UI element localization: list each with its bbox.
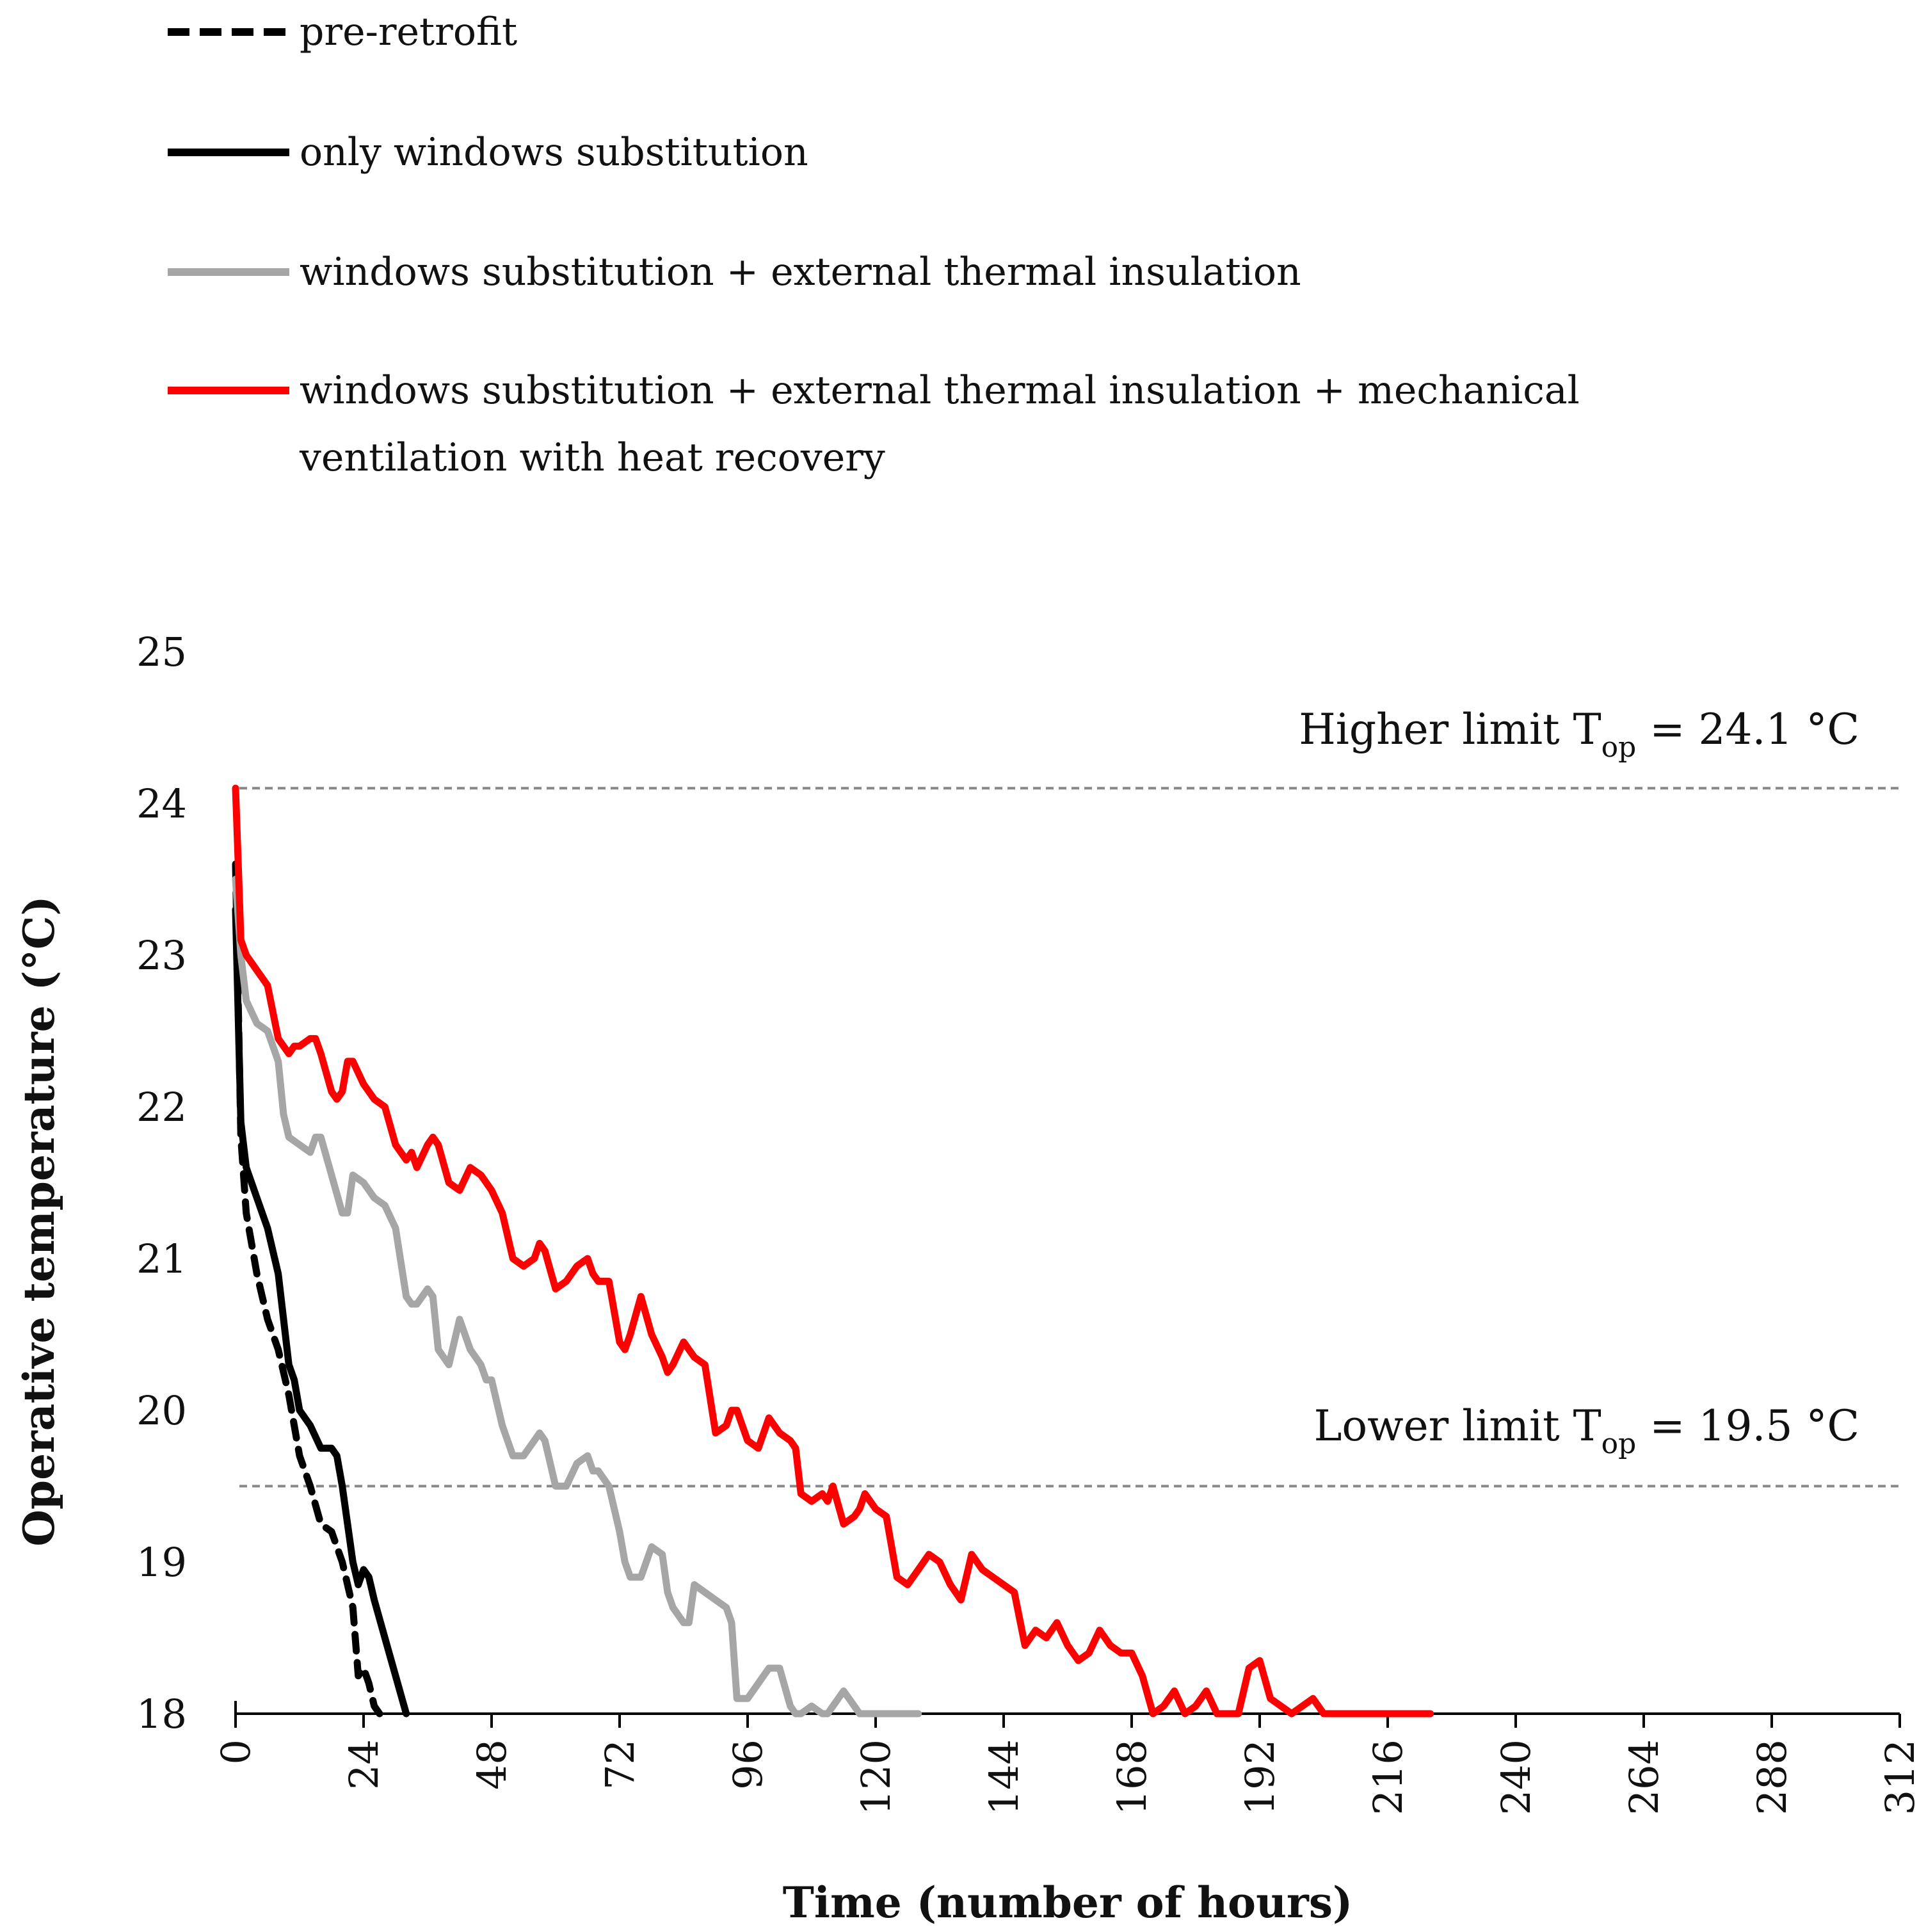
- x-axis-title: Time (number of hours): [783, 1878, 1352, 1928]
- windows-substitution-external-insulation-mvhr-legend-label: ventilation with heat recovery: [299, 435, 885, 480]
- x-tick-label: 0: [213, 1739, 259, 1764]
- pre-retrofit-line: [232, 860, 383, 1718]
- x-tick-label: 120: [853, 1739, 899, 1815]
- y-tick-label: 19: [136, 1539, 187, 1586]
- legend: pre-retrofit only windows substitution win…: [168, 10, 1580, 480]
- pre-retrofit-legend-label: pre-retrofit: [300, 10, 517, 54]
- y-tick-label: 23: [136, 932, 187, 979]
- higher-limit-label: Higher limit Top = 24.1 °C: [1299, 705, 1859, 764]
- windows-substitution-external-insulation-mvhr-legend-label: windows substitution + external thermal …: [300, 368, 1580, 413]
- x-tick-label: 312: [1877, 1739, 1923, 1815]
- x-tick-label: 264: [1621, 1739, 1667, 1815]
- y-tick-label: 20: [136, 1387, 187, 1434]
- x-tick-label: 96: [725, 1739, 771, 1790]
- y-tick-label: 22: [136, 1084, 187, 1131]
- axes: 0 24 48 72 96 120 144 168 192 216 240 264 288 312 18 19…: [136, 629, 1923, 1815]
- x-tick-label: 216: [1365, 1739, 1411, 1815]
- only-windows-substitution-line: [232, 906, 410, 1718]
- x-tick-label: 168: [1109, 1739, 1155, 1815]
- x-tick-label: 24: [341, 1739, 387, 1790]
- y-axis-title: Operative temperature (°C): [14, 896, 64, 1546]
- y-tick-label: 18: [136, 1691, 187, 1737]
- y-tick-label: 25: [136, 629, 187, 675]
- x-tick-label: 288: [1749, 1739, 1795, 1815]
- reference-lines: Higher limit Top = 24.1 °C Lower limit To…: [239, 705, 1900, 1488]
- y-tick-label: 24: [136, 780, 187, 827]
- x-tick-label: 72: [597, 1739, 643, 1790]
- windows-substitution-external-insulation-legend-label: windows substitution + external thermal …: [300, 250, 1301, 294]
- only-windows-substitution-legend-label: only windows substitution: [300, 130, 808, 175]
- windows-substitution-external-insulation-mvhr-line: [232, 784, 1434, 1718]
- y-tick-label: 21: [136, 1236, 187, 1282]
- series-layer: [232, 784, 1434, 1718]
- x-tick-label: 240: [1493, 1739, 1539, 1815]
- x-tick-label: 48: [469, 1739, 515, 1790]
- lower-limit-label: Lower limit Top = 19.5 °C: [1314, 1401, 1859, 1460]
- x-tick-label: 144: [981, 1739, 1027, 1815]
- x-tick-label: 192: [1237, 1739, 1283, 1815]
- windows-substitution-external-insulation-line: [232, 876, 922, 1718]
